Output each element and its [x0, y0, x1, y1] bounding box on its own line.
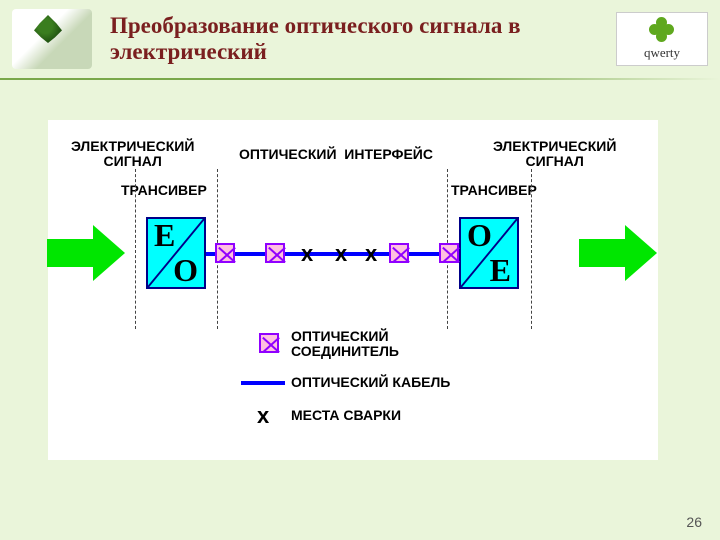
connector-2	[265, 243, 285, 263]
clover-icon	[649, 17, 675, 43]
eo-box-left: E O	[146, 217, 206, 289]
weld-1: x	[301, 241, 313, 267]
slide-title: Преобразование оптического сигнала в эле…	[92, 13, 616, 66]
header-divider	[0, 78, 720, 80]
eo-left-bottom: O	[173, 252, 198, 289]
brand-logo: qwerty	[616, 12, 708, 66]
slide-number: 26	[686, 514, 702, 530]
arrow-left	[47, 225, 125, 281]
legend-cable-icon	[241, 381, 285, 385]
connector-1	[215, 243, 235, 263]
arrow-right	[579, 225, 657, 281]
label-transceiver-right: ТРАНСИВЕР	[451, 183, 537, 198]
legend-weld-icon: x	[257, 403, 269, 429]
weld-2: x	[335, 241, 347, 267]
label-transceiver-left: ТРАНСИВЕР	[121, 183, 207, 198]
vdash-4	[531, 169, 532, 329]
legend-connector-icon	[259, 333, 279, 353]
weld-3: x	[365, 241, 377, 267]
legend-cable-label: ОПТИЧЕСКИЙ КАБЕЛЬ	[291, 374, 450, 390]
brand-text: qwerty	[644, 45, 680, 61]
legend-connector-label: ОПТИЧЕСКИЙ СОЕДИНИТЕЛЬ	[291, 329, 399, 360]
label-electrical-left: ЭЛЕКТРИЧЕСКИЙ СИГНАЛ	[71, 139, 194, 170]
connector-4	[439, 243, 459, 263]
diagram-canvas: ЭЛЕКТРИЧЕСКИЙ СИГНАЛ ОПТИЧЕСКИЙ ИНТЕРФЕЙ…	[48, 120, 658, 460]
eo-box-right: O E	[459, 217, 519, 289]
connector-3	[389, 243, 409, 263]
plant-logo	[12, 9, 92, 69]
legend-weld-label: МЕСТА СВАРКИ	[291, 407, 401, 423]
eo-right-top: O	[467, 217, 492, 254]
vdash-1	[135, 169, 136, 329]
label-optical-interface: ОПТИЧЕСКИЙ ИНТЕРФЕЙС	[239, 147, 433, 162]
label-electrical-right: ЭЛЕКТРИЧЕСКИЙ СИГНАЛ	[493, 139, 616, 170]
eo-left-top: E	[154, 217, 175, 254]
slide-header: Преобразование оптического сигнала в эле…	[0, 0, 720, 78]
eo-right-bottom: E	[490, 252, 511, 289]
